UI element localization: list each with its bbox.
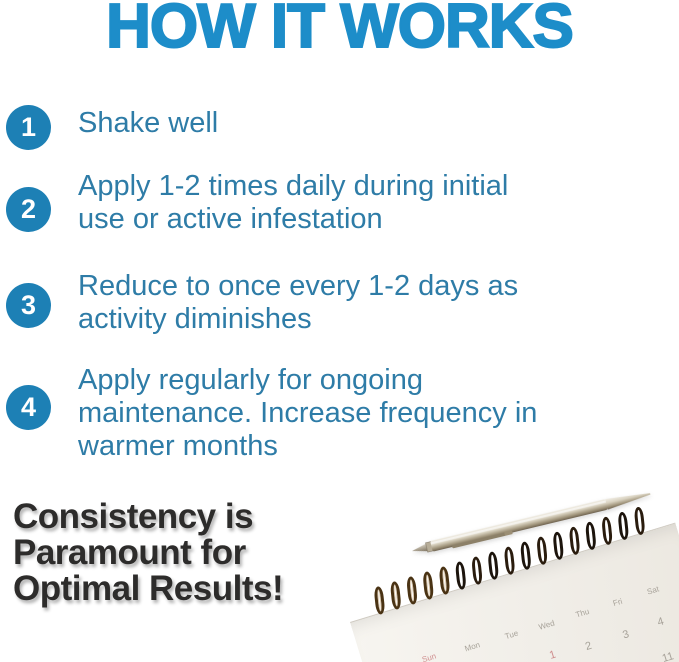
calendar-day-label: Thu <box>574 606 591 620</box>
step-2-number-badge: 2 <box>6 187 51 232</box>
calendar-day-label: Mon <box>463 640 482 654</box>
calendar-day-label: Tue <box>503 628 520 642</box>
spiral-loop <box>487 551 500 581</box>
pen-graphic <box>412 493 651 553</box>
spiral-loop <box>454 561 467 590</box>
spiral-loop <box>438 566 451 595</box>
spiral-loop <box>519 541 532 571</box>
calendar-day-label: Sun <box>420 651 438 662</box>
ballpoint-pen <box>410 486 652 559</box>
calendar-date: 2 <box>583 639 594 653</box>
page-title: HOW IT WORKS <box>105 0 575 62</box>
calendar-day-label: Fri <box>611 596 624 609</box>
calendar-day-label: Wed <box>537 618 556 632</box>
spiral-loop <box>389 581 402 610</box>
calendar-date: 1 <box>547 648 558 662</box>
step-3-number-badge: 3 <box>6 283 51 328</box>
calendar-sheet: Sun Mon Tue Wed Thu Fri Sat 1 2 3 4 11 <box>350 506 679 662</box>
spiral-loop <box>406 576 418 605</box>
spiral-loop <box>617 511 630 541</box>
calendar-date: 4 <box>656 615 666 629</box>
spiral-loop <box>601 516 614 546</box>
spiral-loop <box>536 536 548 566</box>
spiral-loop <box>422 571 435 600</box>
spiral-loop <box>633 506 646 536</box>
spiral-loop <box>503 546 516 576</box>
spiral-loop <box>471 556 483 586</box>
step-4-number-badge: 4 <box>6 385 51 430</box>
step-3-text: Reduce to once every 1-2 days as activit… <box>78 270 519 335</box>
spiral-loop <box>552 531 565 561</box>
step-4-text: Apply regularly for ongoing maintenance.… <box>78 364 538 462</box>
step-1-text: Shake well <box>78 107 219 139</box>
step-2-text: Apply 1-2 times daily during initial use… <box>78 170 509 235</box>
spiral-loop <box>568 526 581 556</box>
spiral-loop <box>373 586 386 615</box>
closing-statement: Consistency is Paramount for Optimal Res… <box>13 497 284 608</box>
calendar-date: 3 <box>621 628 631 642</box>
step-1-number-badge: 1 <box>6 105 51 150</box>
spiral-loop <box>584 521 597 551</box>
calendar-date: 11 <box>660 650 676 662</box>
calendar-day-label: Sat <box>645 584 661 597</box>
